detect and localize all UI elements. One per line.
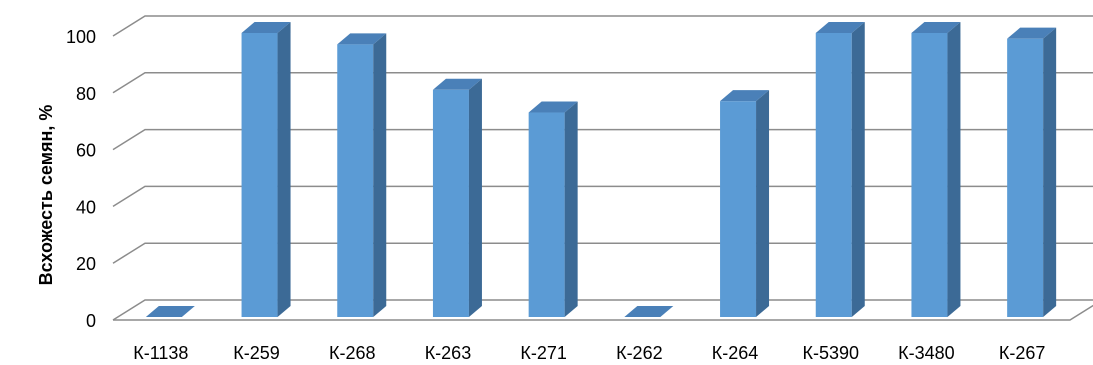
bar xyxy=(432,78,482,317)
bar-side xyxy=(277,22,291,317)
bar-front xyxy=(1007,38,1044,318)
bar-top xyxy=(432,78,482,90)
bar-top xyxy=(720,90,770,102)
bar-side xyxy=(564,101,578,318)
y-tick-label: 40 xyxy=(76,197,96,217)
x-tick-label: К-3480 xyxy=(898,343,955,363)
gridline xyxy=(112,185,1093,208)
bar xyxy=(815,22,865,317)
bar-top xyxy=(145,306,195,317)
bar-side xyxy=(468,78,482,317)
bar-side xyxy=(1043,27,1057,318)
bar-side xyxy=(947,22,961,317)
bar-top xyxy=(241,22,291,33)
x-tick-label: К-262 xyxy=(616,343,663,363)
y-tick-label: 20 xyxy=(76,254,96,274)
gridline xyxy=(112,128,1093,151)
x-tick-label: К-263 xyxy=(425,343,472,363)
bar xyxy=(720,90,770,317)
bar-top xyxy=(1007,27,1057,39)
bar-side xyxy=(373,33,387,318)
bars xyxy=(145,22,1057,318)
y-tick-label: 80 xyxy=(76,84,96,104)
bar-top xyxy=(911,22,961,33)
gridline xyxy=(112,72,1093,94)
gridline xyxy=(112,299,1093,321)
bar-front xyxy=(815,33,852,317)
y-axis-title: Всхожесть семян, % xyxy=(36,105,56,286)
y-axis-ticks: 0 20 40 60 80 100 xyxy=(66,27,96,331)
bar xyxy=(241,22,291,317)
bar xyxy=(528,101,578,318)
bar-front xyxy=(241,33,278,317)
bar-side xyxy=(851,22,865,317)
bar-front xyxy=(720,101,757,317)
x-tick-label: К-271 xyxy=(520,343,567,363)
bar-top xyxy=(337,33,387,45)
bar-top xyxy=(815,22,865,33)
bar-front xyxy=(528,112,565,318)
x-tick-label: К-264 xyxy=(712,343,759,363)
x-tick-label: К-5390 xyxy=(802,343,859,363)
bar-side xyxy=(756,90,770,317)
bar xyxy=(145,306,195,317)
x-tick-label: К-259 xyxy=(233,343,280,363)
bar xyxy=(911,22,961,317)
bar xyxy=(624,306,674,317)
x-axis-ticks: К-1138 К-259 К-268 К-263 К-271 К-262 К-264 К-53… xyxy=(133,343,1045,363)
bar-front xyxy=(337,44,374,318)
x-tick-label: К-1138 xyxy=(133,343,188,363)
bar-top xyxy=(528,101,578,113)
y-tick-label: 100 xyxy=(66,27,96,47)
x-tick-label: К-267 xyxy=(999,343,1046,363)
bar xyxy=(1007,27,1057,318)
gridlines xyxy=(112,15,1093,321)
bar-top xyxy=(624,306,674,317)
gridline xyxy=(112,15,1093,37)
gridline xyxy=(112,242,1093,264)
floor-edge xyxy=(113,304,1093,321)
bar-front xyxy=(432,89,469,317)
bar-front xyxy=(911,33,948,317)
y-tick-label: 0 xyxy=(86,311,96,331)
y-tick-label: 60 xyxy=(76,141,96,161)
bar xyxy=(337,33,387,318)
x-tick-label: К-268 xyxy=(329,343,376,363)
